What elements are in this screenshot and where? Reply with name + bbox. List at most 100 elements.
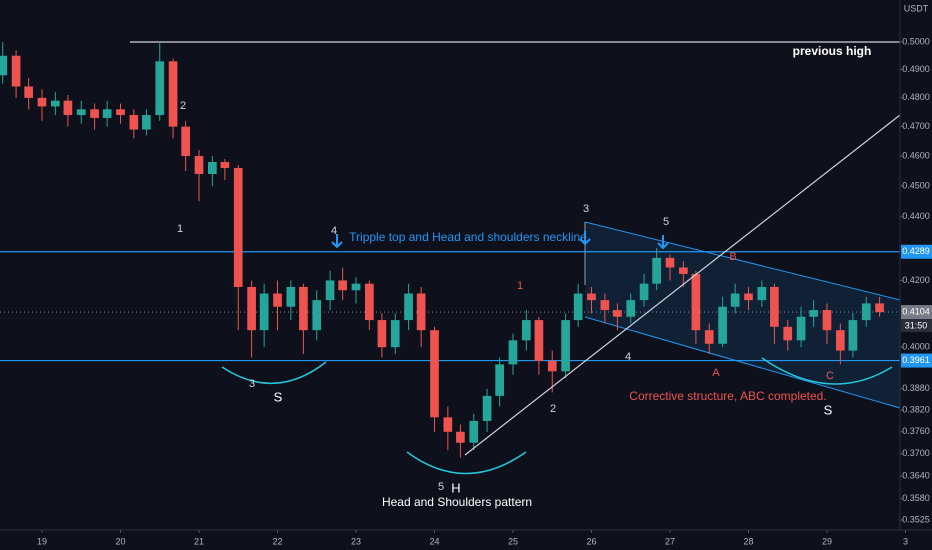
candle-body [351, 283, 361, 291]
y-tick-label: 0.4600 [902, 150, 930, 160]
candle-body [233, 167, 243, 287]
candle-body [469, 420, 479, 443]
channel-bottom [584, 316, 901, 409]
annotation: B [729, 251, 736, 263]
x-tick-label: 27 [665, 536, 675, 546]
x-tick-label: 24 [429, 536, 439, 546]
candle-body [11, 55, 21, 87]
y-tick-label: 0.5000 [902, 36, 930, 46]
candle-body [482, 395, 492, 421]
candle-body [495, 364, 504, 396]
candle-body [63, 100, 73, 116]
candle-body [377, 320, 387, 348]
arrow [331, 234, 343, 249]
candle-body [691, 273, 701, 331]
y-tick-label: 0.3580 [902, 493, 930, 503]
annotation: Corrective structure, ABC completed. [629, 389, 826, 403]
y-tick-label: 0.3820 [902, 405, 930, 415]
x-tick-label: 29 [822, 536, 832, 546]
candle-body [770, 286, 779, 327]
candle-body [76, 109, 86, 116]
left-shoulder-arc [221, 361, 327, 385]
candle-body [37, 97, 47, 107]
x-tick-label: 3 [903, 536, 908, 546]
candle-body [730, 293, 740, 307]
x-tick-label: 28 [743, 536, 753, 546]
x-tick-label: 19 [37, 536, 47, 546]
candle-body [116, 109, 125, 116]
candle-body [168, 61, 178, 127]
price-label: 0.3961 [902, 355, 930, 365]
price-label: 0.4104 [902, 306, 930, 316]
y-tick-label: 0.3640 [902, 471, 930, 481]
countdown-box [901, 319, 932, 333]
candle-body [652, 257, 661, 284]
candle-body [573, 293, 583, 321]
candle-body [90, 109, 99, 118]
candle-body [639, 283, 649, 301]
candle-body [273, 293, 282, 307]
candle-body [259, 293, 269, 331]
y-tick-label: 0.4200 [902, 275, 930, 285]
candle-body [286, 286, 296, 307]
candle-body [338, 280, 347, 291]
channel-top [584, 221, 901, 301]
price-label-box [901, 353, 932, 368]
countdown: 31:50 [905, 320, 928, 330]
annotation: 2 [180, 100, 186, 112]
y-tick-label: 0.4900 [902, 64, 930, 74]
candle-body [325, 280, 335, 301]
price-label-box [901, 244, 932, 259]
candle-body [404, 293, 413, 321]
annotation: S [824, 402, 833, 417]
candle-body [757, 286, 767, 301]
annotation: 4 [625, 351, 631, 363]
candles [0, 42, 884, 458]
candle-body [155, 61, 165, 116]
candle-body [443, 417, 453, 432]
candle-body [704, 330, 714, 344]
x-tick-label: 26 [586, 536, 596, 546]
y-tick-label: 0.3525 [902, 514, 930, 524]
candle-body [220, 161, 230, 168]
candle-body [848, 320, 858, 351]
candle-body [547, 360, 557, 372]
drawings [221, 114, 901, 475]
candle-body [208, 161, 217, 174]
annotation: 5 [438, 481, 444, 493]
annotation: 1 [517, 280, 523, 292]
annotation: Tripple top and Head and shoulders neckl… [349, 230, 587, 244]
candle-body [51, 100, 60, 107]
candle-body [626, 300, 636, 317]
x-tick-label: 21 [194, 536, 204, 546]
candle-body [456, 431, 465, 443]
annotation: C [826, 370, 834, 382]
channel-fill [585, 222, 900, 408]
candle-body [875, 303, 884, 313]
annotation: Head and Shoulders pattern [382, 495, 532, 509]
price-label: 0.4289 [902, 246, 930, 256]
candle-body [247, 286, 256, 331]
annotation: 1 [177, 223, 183, 235]
candle-body [534, 320, 544, 361]
arrow [657, 235, 669, 250]
candle-body [365, 283, 374, 321]
candle-body [587, 293, 596, 301]
candle-body [718, 306, 727, 344]
annotation: 3 [583, 203, 589, 215]
currency: USDT [904, 3, 929, 13]
candle-body [561, 320, 570, 372]
y-tick-label: 0.4400 [902, 211, 930, 221]
candle-body [24, 86, 33, 98]
annotation: 2 [550, 403, 556, 415]
head-arc [406, 451, 527, 475]
candle-body [600, 300, 610, 311]
annotation: A [712, 367, 720, 379]
candle-body [102, 109, 112, 118]
candle-body [194, 156, 204, 174]
right-shoulder-arc [761, 357, 893, 385]
x-tick-label: 23 [351, 536, 361, 546]
candle-body [430, 330, 439, 418]
